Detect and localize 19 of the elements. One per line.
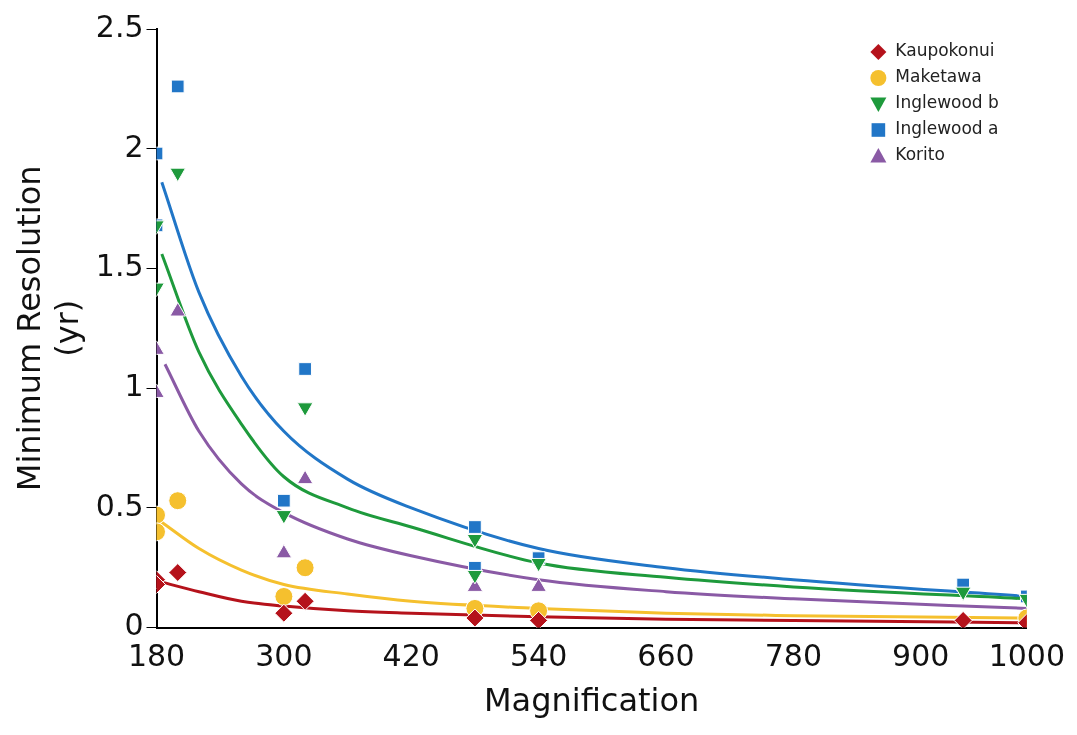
x-tick-label: 300 bbox=[255, 638, 313, 674]
y-axis-title: Minimum Resolution (yr) bbox=[9, 165, 86, 492]
x-tick-label: 780 bbox=[764, 638, 822, 674]
legend-label: Inglewood b bbox=[895, 92, 999, 113]
x-tick-label: 660 bbox=[637, 638, 695, 674]
legend-label: Korito bbox=[895, 144, 945, 165]
x-tick-label: 900 bbox=[892, 638, 950, 674]
legend-label: Kaupokonui bbox=[895, 40, 995, 61]
legend-label: Inglewood a bbox=[895, 118, 999, 139]
y-tick-label: 1.5 bbox=[95, 248, 144, 284]
legend-label: Maketawa bbox=[895, 66, 982, 87]
x-tick-label: 420 bbox=[382, 638, 440, 674]
y-tick-label: 2.5 bbox=[95, 8, 144, 44]
x-axis-title: Magnification bbox=[483, 681, 700, 720]
y-tick-label: 2 bbox=[124, 128, 144, 164]
y-tick-label: 1 bbox=[124, 367, 144, 403]
x-tick-label: 540 bbox=[509, 638, 568, 674]
y-tick-label: 0.5 bbox=[95, 487, 144, 523]
x-tick-label: 1000 bbox=[988, 638, 1066, 674]
